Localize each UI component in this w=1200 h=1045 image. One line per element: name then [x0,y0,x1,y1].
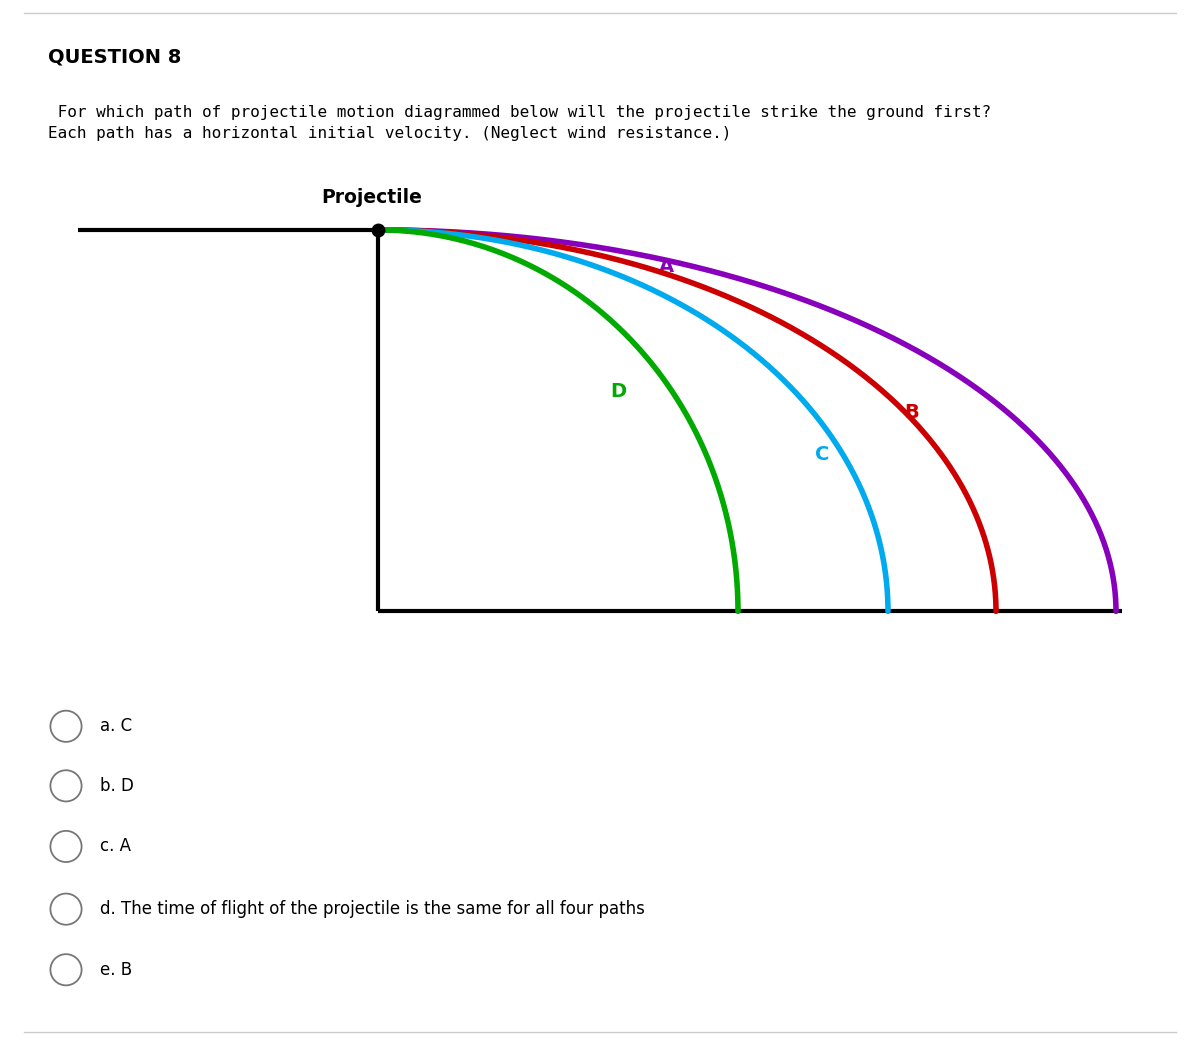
Text: Projectile: Projectile [322,188,422,207]
Text: d. The time of flight of the projectile is the same for all four paths: d. The time of flight of the projectile … [100,900,644,919]
Text: c. A: c. A [100,837,131,856]
Text: For which path of projectile motion diagrammed below will the projectile strike : For which path of projectile motion diag… [48,104,991,141]
Text: b. D: b. D [100,776,133,795]
Text: e. B: e. B [100,960,132,979]
Text: B: B [905,403,919,422]
Text: D: D [610,382,626,401]
Text: a. C: a. C [100,717,132,736]
Text: QUESTION 8: QUESTION 8 [48,47,181,66]
Text: C: C [815,445,829,464]
Text: A: A [659,257,673,276]
